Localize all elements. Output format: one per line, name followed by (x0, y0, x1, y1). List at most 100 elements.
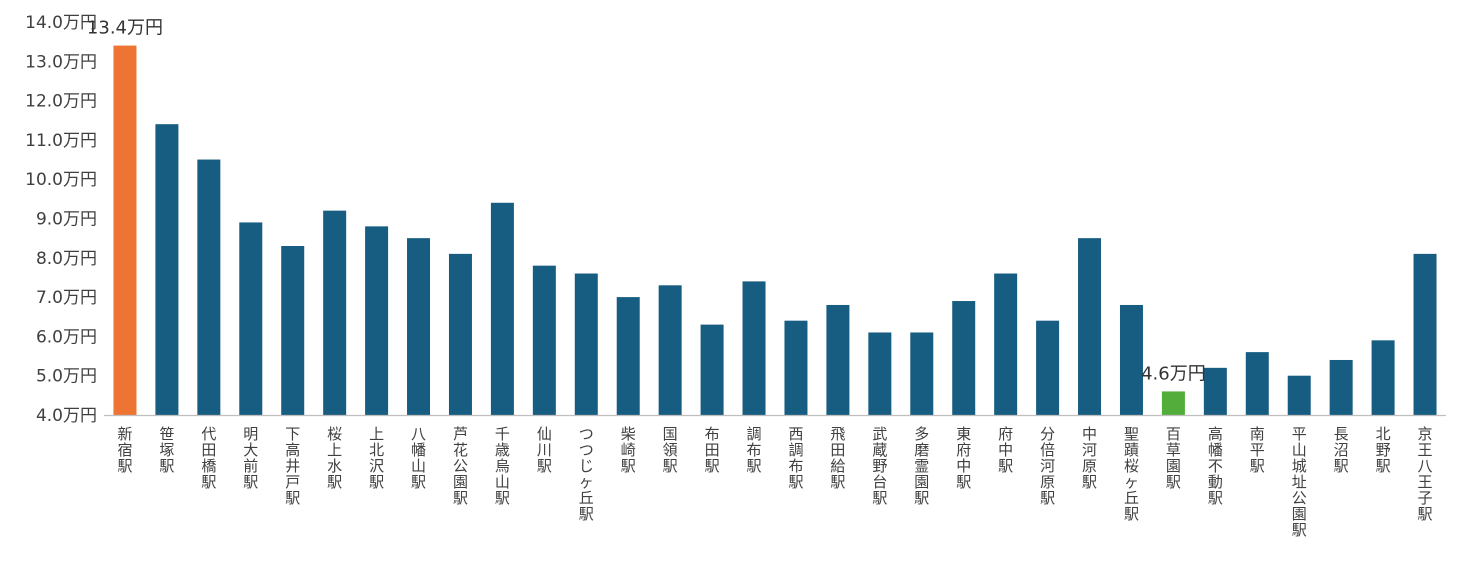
category-label: 笹塚駅 (159, 425, 174, 475)
x-tick-label: 多磨霊園駅 (914, 425, 929, 507)
category-label: 芦花公園駅 (453, 425, 468, 507)
x-tick-label: 高幡不動駅 (1208, 425, 1223, 507)
category-label: 西調布駅 (788, 425, 803, 491)
x-tick-label: 中河原駅 (1082, 425, 1097, 491)
bar-京王八王子駅 (1413, 253, 1437, 415)
x-tick-label: 笹塚駅 (159, 425, 174, 475)
bar-仙川駅 (532, 265, 556, 415)
category-label: 武蔵野台駅 (872, 425, 887, 507)
x-tick-label: 西調布駅 (788, 425, 803, 491)
category-label: 柴崎駅 (621, 425, 636, 475)
bar-布田駅 (700, 324, 724, 415)
bar-芦花公園駅 (448, 253, 472, 415)
bar-上北沢駅 (365, 226, 389, 415)
bar-笹塚駅 (155, 124, 179, 416)
category-label: 長沼駅 (1334, 425, 1349, 475)
bar-北野駅 (1371, 340, 1395, 415)
category-label: 代田橋駅 (201, 425, 216, 491)
category-label: 北野駅 (1376, 425, 1391, 475)
category-label: 多磨霊園駅 (914, 425, 929, 507)
x-tick-label: 長沼駅 (1334, 425, 1349, 475)
x-tick-label: 府中駅 (998, 425, 1013, 475)
x-tick-label: 柴崎駅 (621, 425, 636, 475)
category-label: 東府中駅 (956, 425, 971, 491)
x-tick-label: 芦花公園駅 (453, 425, 468, 507)
x-axis-category-labels: 新宿駅 笹塚駅 代田橋駅 明大前駅 下高井戸駅 桜上水駅 上北沢駅 八幡山駅 芦花公園駅 千歳烏山… (117, 425, 1432, 539)
bar-国領駅 (658, 285, 682, 415)
category-label: 京王八王子駅 (1418, 425, 1433, 523)
category-label: 仙川駅 (537, 425, 552, 475)
bar-明大前駅 (239, 222, 263, 415)
x-tick-label: 京王八王子駅 (1418, 425, 1433, 523)
x-tick-label: 千歳烏山駅 (495, 425, 510, 507)
bar-つつじヶ丘駅 (574, 273, 598, 415)
y-tick-label: 12.0万円 (25, 92, 97, 112)
bar-八幡山駅 (407, 238, 431, 415)
x-tick-label: 布田駅 (705, 425, 720, 475)
x-tick-label: 武蔵野台駅 (872, 425, 887, 507)
bar-聖蹟桜ヶ丘駅 (1119, 304, 1143, 415)
bar-飛田給駅 (826, 304, 850, 415)
x-tick-label: 北野駅 (1376, 425, 1391, 475)
category-label: 飛田給駅 (830, 425, 845, 491)
data-label: 4.6万円 (1141, 363, 1206, 384)
category-label: 高幡不動駅 (1208, 425, 1223, 507)
bar-中河原駅 (1078, 238, 1102, 415)
bar-桜上水駅 (323, 210, 347, 415)
x-tick-label: 上北沢駅 (369, 425, 384, 491)
category-label: 下高井戸駅 (285, 425, 300, 507)
category-label: 上北沢駅 (369, 425, 384, 491)
y-tick-label: 5.0万円 (36, 367, 97, 387)
y-tick-label: 8.0万円 (36, 249, 97, 269)
x-tick-label: 飛田給駅 (830, 425, 845, 491)
y-tick-label: 9.0万円 (36, 210, 97, 230)
category-label: 布田駅 (705, 425, 720, 475)
bar-分倍河原駅 (1036, 320, 1060, 415)
category-label: 府中駅 (998, 425, 1013, 475)
x-tick-label: 調布駅 (747, 425, 762, 475)
category-label: 百草園駅 (1166, 425, 1181, 491)
y-tick-label: 6.0万円 (36, 327, 97, 347)
bar-下高井戸駅 (281, 246, 305, 415)
category-label: 調布駅 (747, 425, 762, 475)
bar-代田橋駅 (197, 159, 221, 415)
bar-府中駅 (994, 273, 1018, 415)
x-tick-label: 百草園駅 (1166, 425, 1181, 491)
x-tick-label: 下高井戸駅 (285, 425, 300, 507)
category-label: 平山城址公園駅 (1292, 425, 1307, 539)
x-tick-label: 八幡山駅 (411, 425, 426, 491)
bar-東府中駅 (952, 301, 976, 415)
bars (113, 45, 1437, 416)
x-tick-label: 国領駅 (663, 425, 678, 475)
bar-調布駅 (742, 281, 766, 415)
bar-長沼駅 (1329, 359, 1353, 415)
bar-百草園駅 (1161, 391, 1185, 415)
category-label: 八幡山駅 (411, 425, 426, 491)
x-tick-label: 南平駅 (1250, 425, 1265, 475)
x-tick-label: つつじヶ丘駅 (579, 425, 594, 523)
bar-新宿駅 (113, 45, 137, 416)
x-tick-label: 東府中駅 (956, 425, 971, 491)
bar-柴崎駅 (616, 297, 640, 415)
y-axis-ticks: 4.0万円 5.0万円 6.0万円 7.0万円 8.0万円 9.0万円 10.0万円 11.0… (25, 13, 97, 426)
x-tick-label: 仙川駅 (537, 425, 552, 475)
category-label: 国領駅 (663, 425, 678, 475)
category-label: 中河原駅 (1082, 425, 1097, 491)
data-labels: 13.4万円 4.6万円 (87, 18, 1206, 385)
category-label: 分倍河原駅 (1040, 425, 1055, 507)
y-tick-label: 4.0万円 (36, 406, 97, 426)
x-tick-label: 明大前駅 (243, 425, 258, 491)
category-label: 桜上水駅 (327, 425, 342, 491)
bar-多磨霊園駅 (910, 332, 934, 415)
bar-千歳烏山駅 (490, 202, 514, 415)
category-label: 聖蹟桜ヶ丘駅 (1124, 425, 1139, 523)
y-tick-label: 11.0万円 (25, 131, 97, 151)
category-label: 南平駅 (1250, 425, 1265, 475)
bar-高幡不動駅 (1203, 367, 1227, 415)
bar-西調布駅 (784, 320, 808, 415)
x-tick-label: 新宿駅 (117, 425, 132, 475)
x-tick-label: 分倍河原駅 (1040, 425, 1055, 507)
x-tick-label: 代田橋駅 (201, 425, 216, 491)
x-tick-label: 平山城址公園駅 (1292, 425, 1307, 539)
y-tick-label: 7.0万円 (36, 288, 97, 308)
